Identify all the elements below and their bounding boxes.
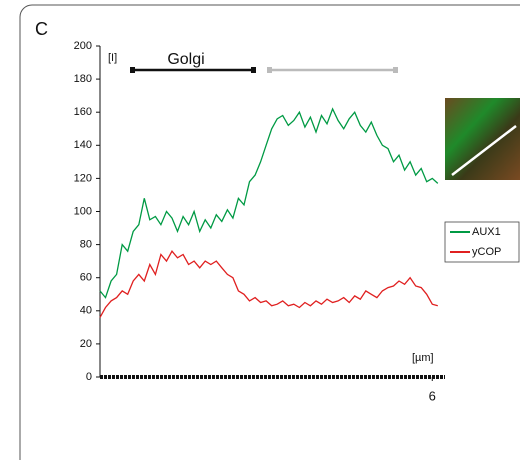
- y-tick-label: 180: [74, 73, 92, 85]
- panel-label: C: [35, 19, 48, 39]
- panel-border: [19, 4, 520, 465]
- line: [99, 107, 439, 299]
- y-tick-label: 160: [74, 106, 92, 118]
- legend-label: AUX1: [472, 226, 501, 238]
- annotation: Golgi: [167, 51, 204, 68]
- y-tick-label: 100: [74, 205, 92, 217]
- y-tick-label: 120: [74, 172, 92, 184]
- golgi-bracket: [130, 67, 256, 73]
- inset-line: [451, 125, 517, 176]
- y-tick-label: 80: [80, 239, 92, 251]
- y-tick-label: 60: [80, 272, 92, 284]
- legend-label: yCOP: [472, 246, 501, 258]
- x-tick-label: 6: [429, 388, 436, 403]
- legend-box: [444, 221, 520, 263]
- gray-bracket: [267, 67, 398, 73]
- line: [99, 250, 438, 318]
- x-axis-label: [µm]: [412, 352, 434, 364]
- y-tick-label: 140: [74, 139, 92, 151]
- y-tick-label: 0: [86, 371, 92, 383]
- inset-image: [445, 98, 520, 180]
- y-tick-label: 200: [74, 40, 92, 52]
- y-axis-label: [I]: [108, 52, 117, 64]
- y-tick-label: 40: [80, 305, 92, 317]
- y-tick-label: 20: [80, 338, 92, 350]
